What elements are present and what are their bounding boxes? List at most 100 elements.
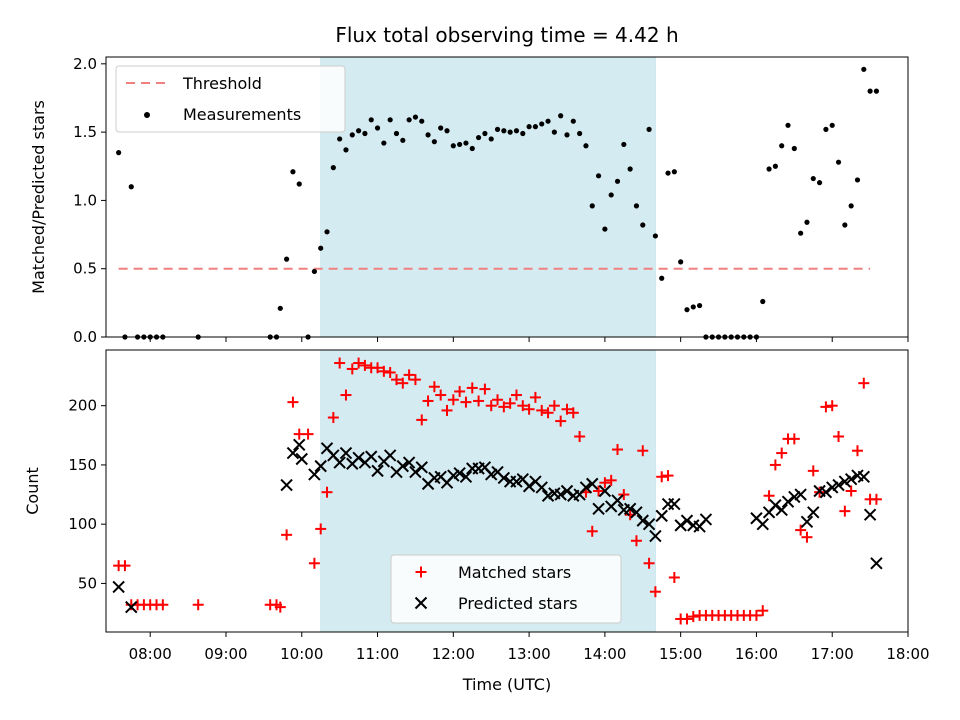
- measurement-point: [539, 121, 545, 127]
- predicted-star-point: [586, 477, 599, 491]
- y-tick-label: 1.5: [73, 123, 97, 141]
- matched-star-point: [548, 400, 560, 412]
- measurement-point: [558, 113, 564, 119]
- measurement-point: [406, 117, 412, 123]
- matched-star-point: [769, 459, 781, 471]
- measurement-point: [368, 117, 374, 123]
- measurement-point: [501, 128, 507, 134]
- matched-star-point: [460, 396, 472, 408]
- matched-star-point: [662, 470, 674, 482]
- measurement-point: [532, 124, 539, 130]
- x-axis-label: Time (UTC): [462, 675, 551, 694]
- x-tick-label: 09:00: [204, 645, 247, 663]
- measurement-point: [444, 128, 450, 134]
- matched-star-point: [649, 586, 661, 598]
- measurement-point: [848, 203, 854, 209]
- bottom-legend: Matched stars Predicted stars: [390, 554, 622, 624]
- measurement-point: [551, 129, 557, 135]
- matched-star-point: [454, 385, 466, 397]
- matched-star-point: [281, 529, 293, 541]
- matched-star-point: [157, 599, 169, 611]
- x-tick-label: 15:00: [659, 645, 702, 663]
- ratio-panel: 0.0 0.5 1.0 1.5 2.0 Flux total observing tim…: [29, 23, 909, 346]
- predicted-star-point: [497, 471, 511, 485]
- matched-star-point: [529, 391, 541, 403]
- measurement-point: [760, 298, 766, 305]
- measurement-point: [387, 117, 393, 123]
- matched-star-point: [315, 523, 327, 535]
- matched-star-point: [826, 400, 838, 412]
- measurement-point: [393, 130, 400, 137]
- predicted-star-point: [623, 502, 637, 515]
- matched-star-point: [618, 489, 630, 501]
- measurement-point: [665, 170, 671, 176]
- predicted-star-point: [636, 514, 649, 527]
- matched-star-point: [820, 401, 832, 413]
- measurement-point: [488, 136, 494, 142]
- legend-matched-label: Matched stars: [458, 563, 571, 582]
- measurement-point: [842, 222, 848, 228]
- measurement-point: [678, 259, 684, 265]
- bottom-legend-box: [390, 554, 622, 624]
- matched-star-point: [801, 531, 813, 543]
- matched-star-point: [327, 412, 339, 424]
- matched-star-point: [523, 403, 535, 415]
- matched-star-point: [353, 357, 365, 369]
- measurement-point: [463, 140, 469, 146]
- measurement-point: [602, 226, 608, 232]
- matched-star-point: [504, 397, 516, 409]
- measurement-point: [296, 181, 302, 187]
- measurement-point: [431, 139, 437, 145]
- measurement-point: [589, 203, 595, 209]
- matched-star-point: [839, 505, 851, 517]
- predicted-star-point: [286, 446, 300, 460]
- y-tick-label: 150: [68, 456, 97, 474]
- matched-star-point: [334, 357, 346, 369]
- x-tick-label: 11:00: [356, 645, 399, 663]
- predicted-star-point: [293, 438, 306, 451]
- predicted-star-point: [453, 467, 466, 480]
- legend-x-marker: [414, 596, 428, 610]
- matched-star-point: [542, 407, 554, 419]
- predicted-star-point: [857, 470, 871, 483]
- x-tick-label: 18:00: [886, 645, 929, 663]
- predicted-star-point: [699, 513, 713, 526]
- bottom-y-axis-label: Count: [23, 467, 42, 515]
- matched-star-point: [593, 485, 605, 497]
- y-tick-label: 0.5: [73, 260, 97, 278]
- measurement-point: [475, 134, 482, 141]
- matched-star-point: [422, 395, 434, 407]
- measurement-point: [318, 245, 324, 251]
- predicted-star-point: [863, 508, 877, 521]
- predicted-star-point: [598, 484, 612, 498]
- matched-star-point: [757, 605, 769, 617]
- measurement-point: [577, 130, 583, 137]
- predicted-star-point: [352, 451, 365, 465]
- matched-star-point: [192, 599, 204, 611]
- predicted-star-point: [333, 456, 346, 469]
- matched-star-point: [807, 465, 819, 477]
- predicted-star-point: [649, 529, 662, 543]
- predicted-star-point: [554, 488, 567, 501]
- measurement-point: [330, 165, 336, 171]
- measurement-point: [526, 124, 532, 130]
- measurement-point: [570, 118, 576, 124]
- measurement-point: [873, 88, 880, 94]
- measurement-point: [438, 125, 444, 131]
- measurement-point: [621, 141, 627, 148]
- matched-star-point: [384, 367, 396, 379]
- matched-star-point: [656, 471, 668, 483]
- predicted-star-point: [371, 464, 384, 478]
- predicted-star-point: [339, 446, 353, 460]
- matched-star-point: [776, 447, 788, 459]
- measurement-point: [128, 184, 134, 190]
- measurement-point: [614, 178, 621, 184]
- matched-star-point: [403, 369, 415, 381]
- matched-star-point: [517, 400, 529, 412]
- measurement-point: [494, 126, 501, 132]
- matched-star-point: [681, 613, 693, 625]
- top-legend: Threshold Measurements: [115, 65, 346, 133]
- matched-star-point: [397, 377, 409, 389]
- predicted-star-point: [655, 509, 668, 523]
- predicted-star-point: [125, 600, 138, 614]
